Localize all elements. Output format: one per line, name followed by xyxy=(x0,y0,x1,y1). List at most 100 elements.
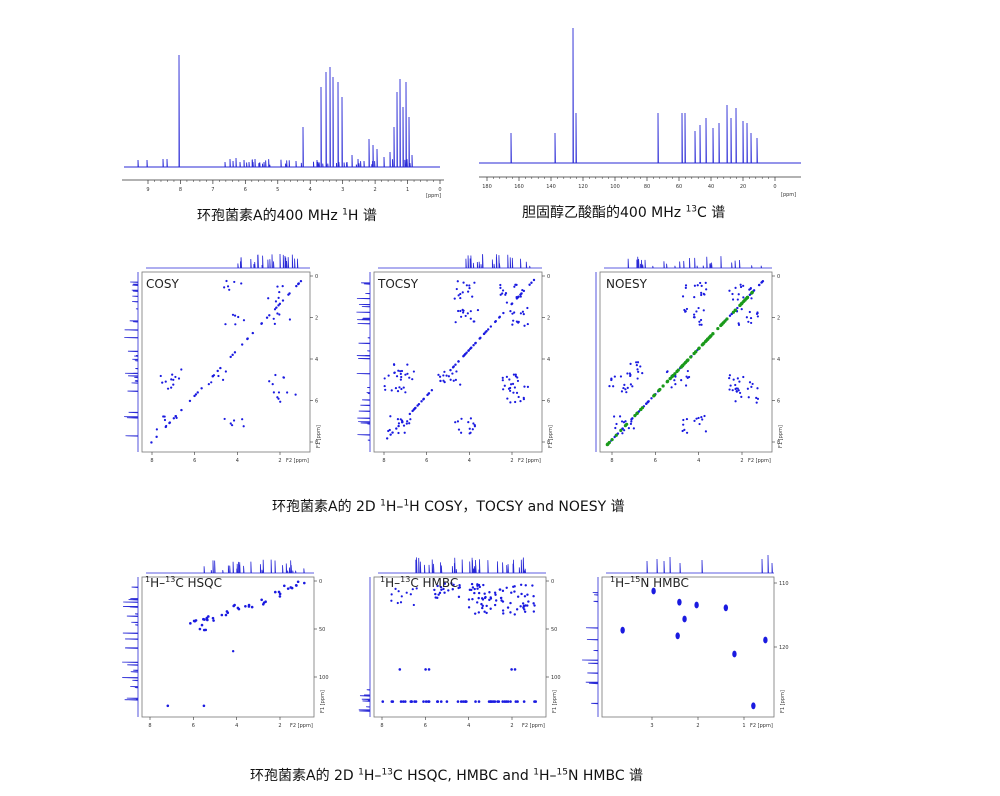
cross-peak xyxy=(454,378,457,381)
cross-peak xyxy=(701,342,705,346)
cross-peak xyxy=(267,297,270,300)
cross-peak xyxy=(524,584,527,587)
tick-label: 0 xyxy=(315,274,318,280)
f1-projection xyxy=(124,272,139,452)
cross-peak xyxy=(452,583,455,586)
cross-peak xyxy=(452,365,455,368)
cross-peak xyxy=(472,422,475,425)
cross-peak xyxy=(641,372,644,375)
cross-peak xyxy=(478,585,481,589)
cross-peak xyxy=(427,392,431,395)
tick-label: 1 xyxy=(406,187,409,193)
cross-peak xyxy=(614,433,618,437)
tick-label: 6 xyxy=(193,458,196,464)
cross-peak xyxy=(231,353,234,357)
cross-peak xyxy=(416,404,419,407)
cross-peak xyxy=(613,435,616,439)
cross-peak xyxy=(443,582,447,585)
tick-label: 50 xyxy=(551,627,557,633)
cross-peak xyxy=(394,387,398,390)
cross-peak xyxy=(693,316,696,319)
cross-peak xyxy=(461,700,465,703)
cross-peak xyxy=(401,700,405,703)
cross-peak xyxy=(396,390,400,393)
cross-peak xyxy=(247,605,251,608)
tick-label: 6 xyxy=(547,399,550,405)
cross-peak xyxy=(704,281,707,284)
cross-peak xyxy=(702,309,705,312)
cross-peak xyxy=(478,337,481,340)
cross-peak xyxy=(682,615,687,623)
tick-label: 2 xyxy=(278,723,281,729)
cross-peak xyxy=(268,314,271,317)
tick-label: 2 xyxy=(547,316,550,322)
cross-peak xyxy=(695,310,698,313)
cross-peak xyxy=(699,281,702,285)
cross-peak xyxy=(732,650,737,658)
cross-peak xyxy=(230,424,234,427)
cross-peak xyxy=(519,312,522,315)
cross-peak xyxy=(499,286,502,289)
cross-peak xyxy=(517,321,520,324)
cross-peak xyxy=(277,397,280,400)
cross-peak xyxy=(233,280,236,284)
cross-peak xyxy=(273,308,277,311)
cross-peak xyxy=(701,418,704,421)
cross-peak xyxy=(172,383,175,386)
cross-peak xyxy=(636,361,640,364)
cross-peak xyxy=(473,591,476,595)
cross-peak xyxy=(519,400,522,403)
cross-peak xyxy=(513,311,516,314)
cross-peak xyxy=(447,375,450,378)
cross-peak xyxy=(406,372,409,375)
cross-peak xyxy=(204,628,208,632)
cross-peak xyxy=(493,320,497,324)
cross-peak xyxy=(501,379,504,382)
cross-peak xyxy=(740,307,743,311)
cross-peak xyxy=(747,396,750,399)
cross-peak xyxy=(273,322,276,325)
cross-peak xyxy=(286,391,289,394)
cross-peak xyxy=(704,430,708,433)
f1-projection xyxy=(356,272,371,452)
f2-projection xyxy=(146,559,314,574)
tick-label: 4 xyxy=(235,723,238,729)
cross-peak xyxy=(635,361,638,364)
cross-peak xyxy=(646,400,650,404)
cross-peak xyxy=(739,283,742,286)
cross-peak xyxy=(408,376,411,379)
cross-peak xyxy=(202,704,206,708)
f1-axis: 0 2 4 6 8F1 [ppm] xyxy=(310,274,322,448)
cross-peak xyxy=(526,306,529,310)
cross-peak xyxy=(661,384,665,388)
cross-peak xyxy=(403,700,407,703)
cross-peak xyxy=(467,606,471,609)
cross-peak xyxy=(389,415,392,418)
cross-peak xyxy=(434,592,437,596)
cross-peak xyxy=(513,668,517,671)
cross-peak xyxy=(522,313,525,316)
cross-peak xyxy=(680,379,683,382)
cross-peak xyxy=(742,296,745,299)
tocsy-title: TOCSY xyxy=(378,277,419,291)
cross-peak xyxy=(685,375,688,378)
cross-peak xyxy=(224,323,227,326)
cross-peak xyxy=(636,377,639,380)
cross-peak xyxy=(502,311,505,315)
cross-peak xyxy=(485,611,488,615)
cross-peak xyxy=(742,375,745,379)
cross-peak xyxy=(508,378,511,381)
cross-peak xyxy=(740,395,743,398)
cross-peak xyxy=(394,587,397,590)
cross-peak xyxy=(194,393,198,396)
cross-peak xyxy=(398,668,402,671)
cross-peak xyxy=(705,288,708,291)
tick-label: 9 xyxy=(146,187,149,193)
cross-peak xyxy=(509,389,512,392)
cross-peak xyxy=(241,418,244,421)
spectrum-trace xyxy=(124,54,440,168)
tick-label: 0 xyxy=(319,579,322,585)
cross-peak xyxy=(477,591,481,595)
cross-peak xyxy=(212,619,215,622)
